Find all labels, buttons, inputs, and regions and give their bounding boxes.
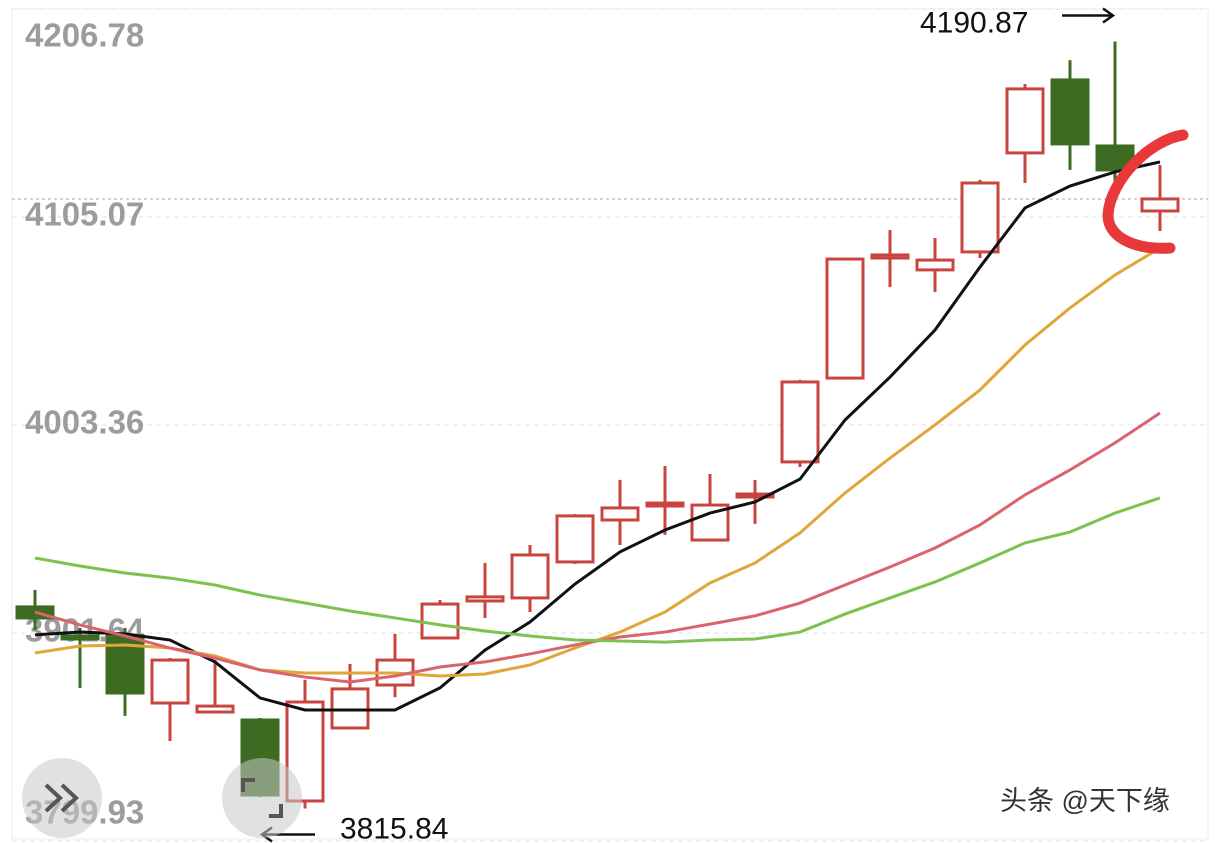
hand-drawn-mark [1102,129,1189,254]
chevron-icon [44,783,79,813]
y-tick-label: 4206.78 [25,17,144,54]
fullscreen-button[interactable] [222,758,302,838]
y-tick-label: 4003.36 [25,404,144,441]
moving-average-line [34,246,1161,678]
candle-body [645,501,685,508]
candle-body [780,380,820,464]
candle-body [465,595,505,603]
candle-body [870,253,910,260]
candle-body [555,514,595,564]
candle-body [735,492,775,499]
y-tick-label: 4105.07 [25,196,144,233]
candle-body [60,634,100,641]
candle-body [825,257,865,380]
candle-body [195,704,235,714]
marks: 4190.87 3815.84 [15,6,1180,843]
corner-icon [241,778,283,818]
candle-body [600,506,640,522]
annotation-arrow [1062,7,1116,24]
candle-body [960,181,1000,254]
candle-body [915,258,955,272]
candle-body [420,602,460,640]
candle-body [150,658,190,705]
annotation-label: 4190.87 [920,6,1028,39]
moving-average-line [34,496,1161,644]
expand-button[interactable] [22,758,102,838]
candle-body [1140,197,1180,213]
annotation-label: 3815.84 [340,812,448,843]
moving-average-line [34,160,1161,712]
candle-body [1050,78,1090,146]
candle-body [1005,87,1045,155]
button-bg[interactable] [222,758,302,838]
watermark: 头条 @天下缘 [1000,786,1170,816]
candle-body [510,553,550,600]
candle-body [330,687,370,730]
